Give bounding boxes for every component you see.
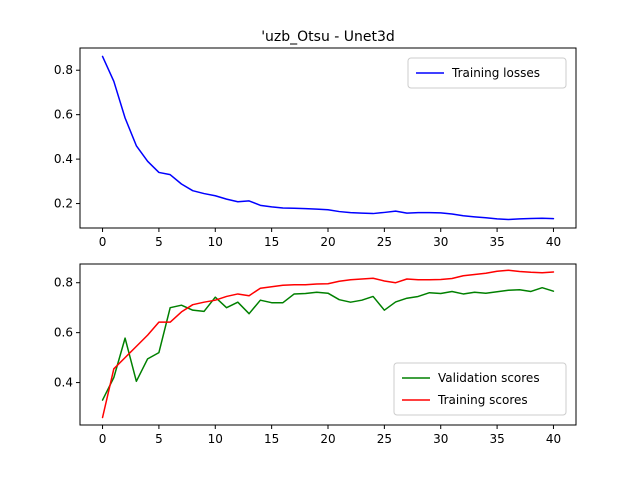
x-tick-label: 20: [320, 432, 335, 446]
legend-label: Validation scores: [438, 371, 540, 385]
x-tick-label: 30: [433, 432, 448, 446]
chart-title: 'uzb_Otsu - Unet3d: [261, 29, 395, 45]
x-tick-label: 35: [489, 235, 504, 249]
y-tick-label: 0.4: [54, 376, 73, 390]
x-tick-label: 5: [155, 432, 163, 446]
x-tick-label: 40: [546, 235, 561, 249]
y-tick-label: 0.6: [54, 108, 73, 122]
x-tick-label: 40: [546, 432, 561, 446]
series-line-training-losses: [101, 55, 555, 221]
legend-label: Training scores: [437, 393, 528, 407]
legend-box: [393, 362, 567, 416]
y-tick-label: 0.6: [54, 326, 73, 340]
legend-label: Training losses: [451, 66, 540, 80]
x-tick-label: 25: [377, 432, 392, 446]
series-line-training-scores: [101, 269, 555, 419]
x-tick-label: 20: [320, 235, 335, 249]
x-tick-label: 35: [489, 432, 504, 446]
series-line-validation-scores: [101, 286, 555, 401]
x-tick-label: 15: [264, 235, 279, 249]
y-tick-label: 0.8: [54, 63, 73, 77]
x-tick-label: 30: [433, 235, 448, 249]
chart-panel-2: 0 5 10 15 20 25 30 35 40 0.4 0.6 0.8 Validation scor…: [54, 263, 577, 446]
legend-box: [407, 57, 567, 89]
chart-panel-1: 'uzb_Otsu - Unet3d 0 5 10 15 20 25 30 35 40 0.2 0.4…: [54, 29, 577, 249]
x-tick-label: 10: [208, 235, 223, 249]
y-tick-label: 0.2: [54, 197, 73, 211]
y-tick-label: 0.4: [54, 152, 73, 166]
y-tick-label: 0.8: [54, 276, 73, 290]
x-tick-label: 5: [155, 235, 163, 249]
x-tick-label: 0: [99, 235, 107, 249]
x-tick-label: 25: [377, 235, 392, 249]
legend: Validation scores Training scores: [393, 362, 567, 416]
x-tick-label: 0: [99, 432, 107, 446]
legend: Training losses: [407, 57, 567, 89]
x-tick-label: 10: [208, 432, 223, 446]
x-tick-label: 15: [264, 432, 279, 446]
